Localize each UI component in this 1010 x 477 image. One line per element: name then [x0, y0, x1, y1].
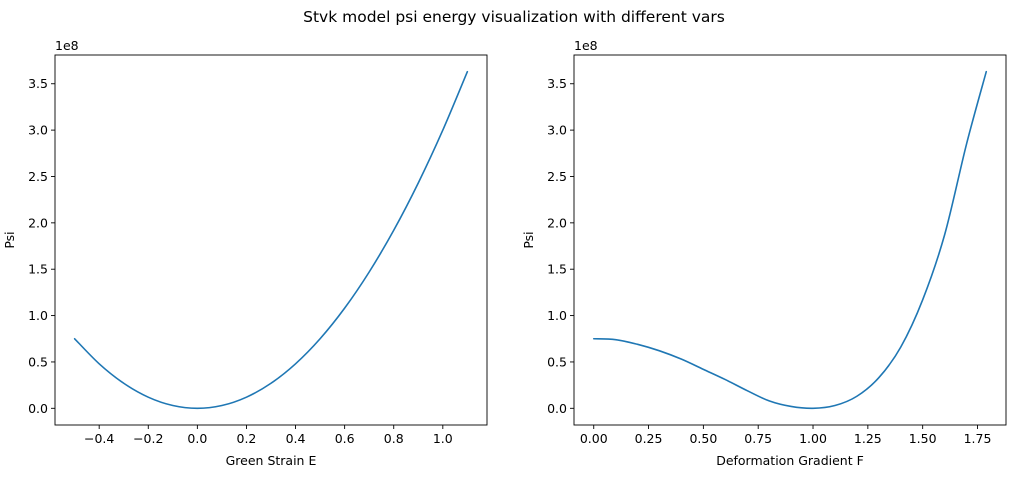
x-tick-label: 1.50 — [909, 431, 937, 446]
x-tick-label: 0.0 — [187, 431, 207, 446]
axes-frame — [54, 54, 488, 426]
x-tick-label: 0.75 — [744, 431, 772, 446]
y-tick-label: 1.0 — [547, 308, 567, 323]
x-tick-label: 1.00 — [799, 431, 827, 446]
y-tick-label: 2.5 — [28, 169, 48, 184]
series-line — [592, 70, 988, 410]
y-tick-label: 0.0 — [547, 401, 567, 416]
chart-right: 0.00 0.25 0.50 0.75 1.00 1.25 1.50 1.75 0.0 0.5 1.… — [521, 38, 1007, 468]
y-tick-label: 3.5 — [547, 76, 567, 91]
y-axis-label: Psi — [2, 231, 17, 248]
x-tick-label: 1.0 — [433, 431, 453, 446]
y-tick-label: 1.5 — [547, 262, 567, 277]
x-tick-label: 0.25 — [635, 431, 663, 446]
x-tick-label: 0.50 — [689, 431, 717, 446]
axes-frame — [573, 54, 1007, 426]
x-tick-label: −0.4 — [84, 431, 114, 446]
x-tick-label: 0.2 — [237, 431, 257, 446]
figure-title: Stvk model psi energy visualization with… — [303, 8, 725, 26]
chart-left: −0.4 −0.2 0.0 0.2 0.4 0.6 0.8 1.0 0.0 0.5 1.0 1.5 2.… — [2, 38, 488, 468]
x-tick-label: 0.8 — [384, 431, 404, 446]
x-axis-label: Green Strain E — [226, 453, 317, 468]
series-line — [73, 70, 469, 410]
y-offset-label: 1e8 — [574, 38, 598, 53]
x-tick-label: 1.75 — [964, 431, 992, 446]
x-axis-label: Deformation Gradient F — [716, 453, 864, 468]
y-tick-label: 1.5 — [28, 262, 48, 277]
y-axis-label: Psi — [521, 231, 536, 248]
y-tick-label: 0.5 — [28, 354, 48, 369]
y-tick-label: 2.5 — [547, 169, 567, 184]
y-tick-label: 2.0 — [547, 215, 567, 230]
x-tick-label: 0.4 — [286, 431, 306, 446]
y-tick-label: 3.5 — [28, 76, 48, 91]
y-tick-label: 2.0 — [28, 215, 48, 230]
y-offset-label: 1e8 — [55, 38, 79, 53]
x-tick-label: 0.6 — [335, 431, 355, 446]
y-tick-label: 3.0 — [28, 123, 48, 138]
x-tick-label: −0.2 — [133, 431, 163, 446]
y-tick-label: 3.0 — [547, 123, 567, 138]
x-tick-label: 0.00 — [580, 431, 608, 446]
y-tick-label: 1.0 — [28, 308, 48, 323]
y-tick-label: 0.5 — [547, 354, 567, 369]
y-tick-label: 0.0 — [28, 401, 48, 416]
x-tick-label: 1.25 — [854, 431, 882, 446]
